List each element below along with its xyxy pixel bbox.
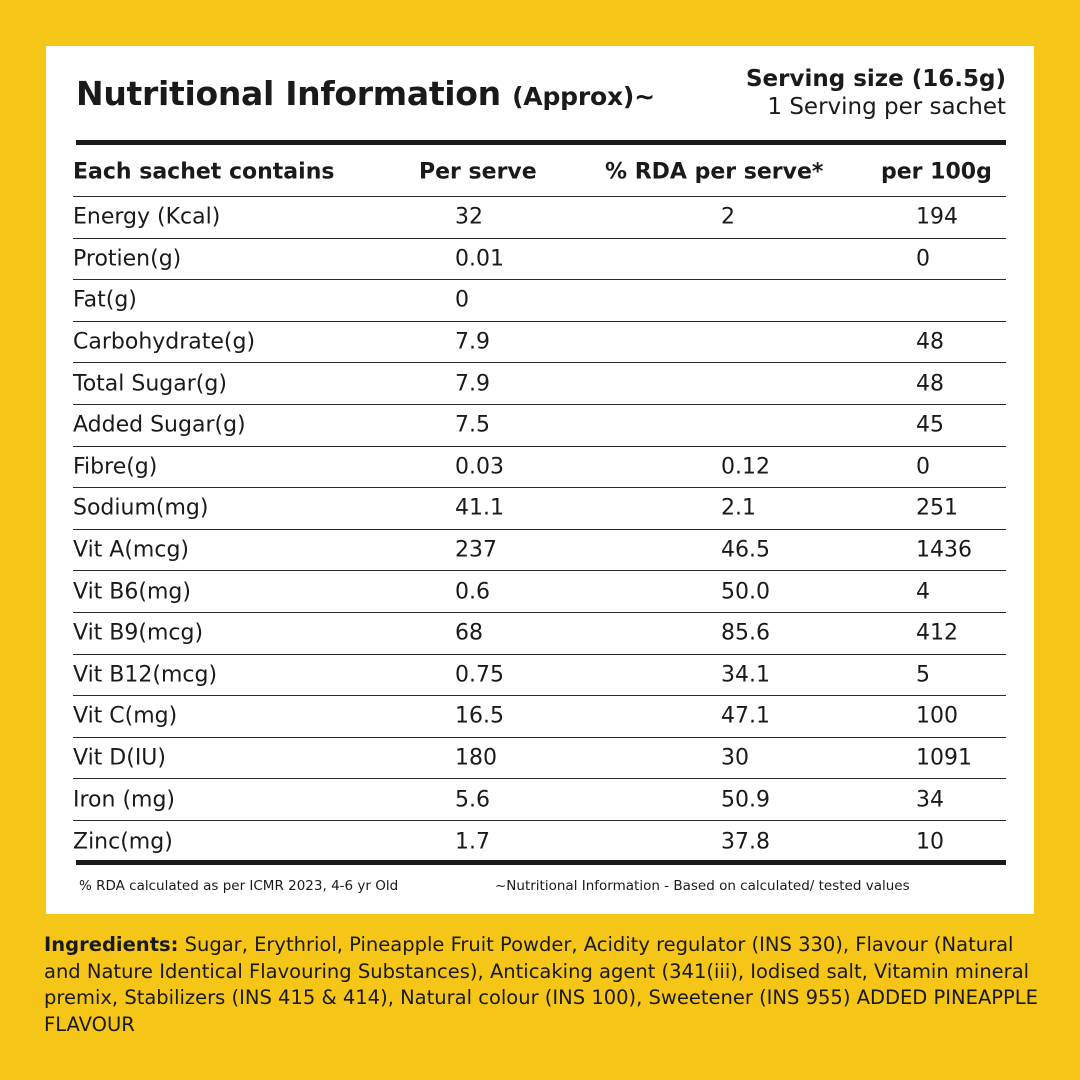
per-serve-value: 1.7 (455, 829, 490, 855)
rda-value: 0.12 (721, 454, 770, 480)
title-suffix: (Approx)~ (512, 82, 655, 111)
per-serve-value: 7.9 (455, 329, 490, 355)
per-100g-value: 34 (916, 787, 944, 813)
nutrient-name: Fibre(g) (73, 454, 158, 480)
per-serve-value: 0.01 (455, 246, 504, 272)
rda-value: 2 (721, 204, 735, 230)
rda-value: 85.6 (721, 620, 770, 646)
servings-per-sachet: 1 Serving per sachet (767, 94, 1006, 120)
per-100g-value: 0 (916, 246, 930, 272)
nutrient-name: Vit A(mcg) (73, 537, 190, 563)
per-100g-value: 4 (916, 579, 930, 605)
per-100g-value: 1436 (916, 537, 972, 563)
per-100g-value: 100 (916, 703, 958, 729)
panel-header: Nutritional Information (Approx)~ Servin… (76, 46, 1006, 186)
per-100g-value: 412 (916, 620, 958, 646)
nutrient-name: Zinc(mg) (73, 829, 173, 855)
nutrient-name: Iron (mg) (73, 787, 176, 813)
panel-title: Nutritional Information (Approx)~ (76, 74, 655, 113)
table-row: Zinc(mg) 1.7 37.8 10 (73, 821, 1006, 863)
per-serve-value: 41.1 (455, 495, 504, 521)
table-header-row: Each sachet contains Per serve % RDA per… (73, 147, 1006, 197)
per-serve-value: 0.03 (455, 454, 504, 480)
table-row: Vit A(mcg) 237 46.5 1436 (73, 530, 1006, 572)
header-nutrient: Each sachet contains (73, 159, 335, 184)
table-row: Added Sugar(g) 7.5 45 (73, 405, 1006, 447)
per-100g-value: 5 (916, 662, 930, 688)
table-row: Vit D(IU) 180 30 1091 (73, 738, 1006, 780)
table-row: Vit B12(mcg) 0.75 34.1 5 (73, 655, 1006, 697)
per-serve-value: 5.6 (455, 787, 490, 813)
table-row: Vit B6(mg) 0.6 50.0 4 (73, 571, 1006, 613)
per-100g-value: 0 (916, 454, 930, 480)
table-row: Protien(g) 0.01 0 (73, 239, 1006, 281)
table-row: Vit C(mg) 16.5 47.1 100 (73, 696, 1006, 738)
nutrient-name: Fat(g) (73, 287, 137, 313)
rda-value: 47.1 (721, 703, 770, 729)
ingredients-label: Ingredients: (44, 933, 179, 956)
rda-value: 34.1 (721, 662, 770, 688)
table-row: Vit B9(mcg) 68 85.6 412 (73, 613, 1006, 655)
nutrient-name: Carbohydrate(g) (73, 329, 256, 355)
title-main: Nutritional Information (76, 74, 501, 113)
per-serve-value: 16.5 (455, 703, 504, 729)
per-100g-value: 251 (916, 495, 958, 521)
rda-value: 46.5 (721, 537, 770, 563)
table-row: Energy (Kcal) 32 2 194 (73, 197, 1006, 239)
per-serve-value: 32 (455, 204, 483, 230)
top-divider (76, 140, 1006, 145)
nutrition-table: Each sachet contains Per serve % RDA per… (73, 147, 1006, 863)
rda-value: 30 (721, 745, 749, 771)
footnote-basis: ~Nutritional Information - Based on calc… (495, 878, 910, 894)
per-serve-value: 68 (455, 620, 483, 646)
per-100g-value: 10 (916, 829, 944, 855)
rda-value: 50.0 (721, 579, 770, 605)
table-row: Total Sugar(g) 7.9 48 (73, 363, 1006, 405)
nutrient-name: Protien(g) (73, 246, 182, 272)
nutrient-name: Vit B12(mcg) (73, 662, 218, 688)
nutrient-name: Vit C(mg) (73, 703, 178, 729)
table-row: Fat(g) 0 (73, 280, 1006, 322)
per-serve-value: 0 (455, 287, 469, 313)
ingredients-text: Sugar, Erythriol, Pineapple Fruit Powder… (44, 933, 1038, 1036)
per-serve-value: 0.75 (455, 662, 504, 688)
header-per-serve: Per serve (419, 159, 537, 184)
table-row: Fibre(g) 0.03 0.12 0 (73, 447, 1006, 489)
nutrient-name: Vit B9(mcg) (73, 620, 204, 646)
per-serve-value: 180 (455, 745, 497, 771)
per-100g-value: 48 (916, 329, 944, 355)
per-100g-value: 1091 (916, 745, 972, 771)
per-100g-value: 45 (916, 412, 944, 438)
serving-info: Serving size (16.5g) 1 Serving per sache… (746, 66, 1006, 120)
header-rda: % RDA per serve* (605, 159, 824, 184)
rda-value: 50.9 (721, 787, 770, 813)
table-row: Sodium(mg) 41.1 2.1 251 (73, 488, 1006, 530)
footnote-rda: % RDA calculated as per ICMR 2023, 4-6 y… (79, 878, 399, 894)
rda-value: 37.8 (721, 829, 770, 855)
nutrient-name: Added Sugar(g) (73, 412, 246, 438)
ingredients-block: Ingredients: Sugar, Erythriol, Pineapple… (44, 932, 1044, 1038)
table-row: Carbohydrate(g) 7.9 48 (73, 322, 1006, 364)
nutrient-name: Vit D(IU) (73, 745, 166, 771)
per-100g-value: 48 (916, 371, 944, 397)
serving-size: Serving size (16.5g) (745, 66, 1006, 92)
header-per-100g: per 100g (881, 159, 992, 184)
bottom-divider (76, 860, 1006, 865)
nutrient-name: Vit B6(mg) (73, 579, 191, 605)
per-serve-value: 0.6 (455, 579, 490, 605)
nutrition-panel: Nutritional Information (Approx)~ Servin… (46, 46, 1034, 914)
per-100g-value: 194 (916, 204, 958, 230)
nutrient-name: Sodium(mg) (73, 495, 209, 521)
rda-value: 2.1 (721, 495, 756, 521)
per-serve-value: 7.5 (455, 412, 490, 438)
per-serve-value: 237 (455, 537, 497, 563)
nutrient-name: Energy (Kcal) (73, 204, 221, 230)
table-row: Iron (mg) 5.6 50.9 34 (73, 779, 1006, 821)
per-serve-value: 7.9 (455, 371, 490, 397)
nutrient-name: Total Sugar(g) (73, 371, 227, 397)
